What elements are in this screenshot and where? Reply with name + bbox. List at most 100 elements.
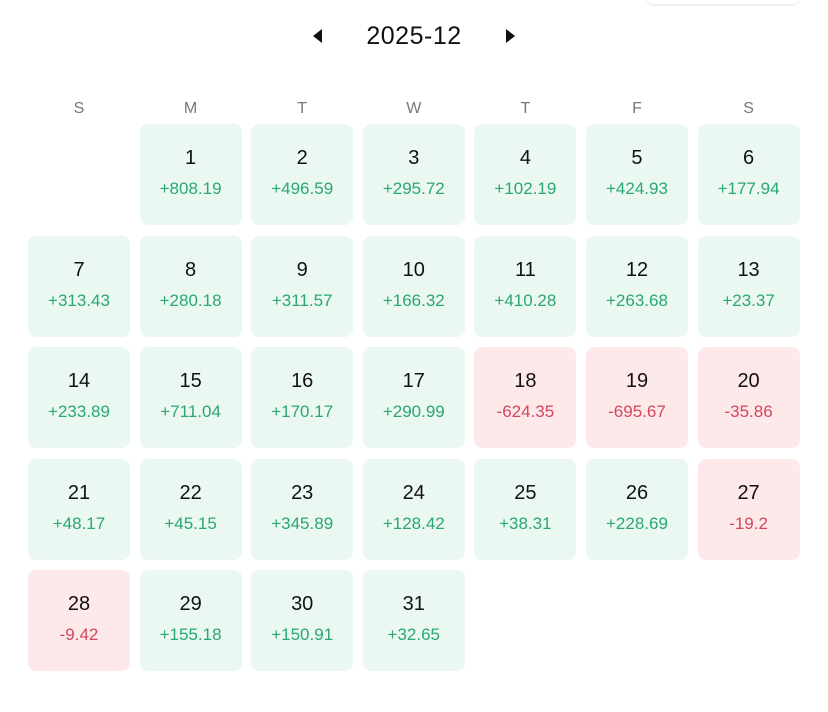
day-pnl-value: +313.43 (48, 290, 110, 310)
day-pnl-value: -624.35 (496, 402, 555, 422)
day-number: 23 (291, 481, 314, 504)
day-pnl-value: -695.67 (608, 402, 666, 422)
day-number: 21 (67, 481, 91, 504)
calendar-day-cell[interactable]: 16 +170.17 (251, 347, 354, 449)
weekday-label: W (406, 100, 422, 117)
day-number: 24 (402, 481, 425, 504)
day-number: 18 (514, 370, 537, 393)
calendar-day-cell[interactable]: 21 +48.17 (28, 458, 130, 560)
day-pnl-value: +290.99 (382, 402, 445, 422)
calendar-day-cell[interactable]: 2 +496.59 (251, 124, 354, 225)
calendar-day-cell[interactable]: 1 +808.19 (139, 124, 242, 225)
day-number: 10 (402, 258, 425, 281)
calendar-day-cell[interactable]: 3 +295.72 (362, 124, 465, 225)
month-navigation: 2025-12 (0, 18, 828, 54)
calendar-day-cell[interactable]: 29 +155.18 (139, 570, 242, 672)
day-pnl-value: -9.42 (59, 625, 99, 645)
day-number: 1 (185, 147, 197, 169)
day-pnl-value: +166.32 (382, 290, 445, 310)
weekday-label: S (743, 100, 754, 117)
calendar-day-cell[interactable]: 28 -9.42 (28, 570, 130, 672)
day-number: 7 (73, 258, 85, 281)
day-number: 13 (737, 258, 760, 281)
calendar-day-cell[interactable]: 24 +128.42 (362, 458, 465, 560)
day-number: 14 (67, 370, 91, 393)
day-pnl-value: -19.2 (729, 513, 768, 533)
calendar-day-cell[interactable]: 15 +711.04 (139, 347, 242, 449)
day-number: 28 (67, 593, 91, 616)
day-pnl-value: +345.89 (271, 513, 334, 533)
calendar-day-cell[interactable]: 22 +45.15 (139, 458, 242, 560)
day-number: 4 (519, 147, 531, 169)
calendar-day-cell[interactable]: 26 +228.69 (585, 458, 688, 560)
day-pnl-value: +155.18 (159, 625, 222, 645)
day-pnl-value: +280.18 (159, 290, 222, 310)
calendar-day-cell[interactable]: 10 +166.32 (362, 235, 465, 337)
day-number: 29 (179, 593, 202, 616)
day-number: 27 (737, 481, 760, 504)
calendar-day-cell[interactable]: 30 +150.91 (251, 570, 354, 672)
weekday-header-row: S M T W T F S (28, 98, 800, 120)
calendar-day-cell[interactable]: 7 +313.43 (28, 235, 130, 337)
calendar-day-cell[interactable]: 18 -624.35 (474, 347, 577, 449)
day-number: 15 (179, 370, 202, 393)
calendar-day-cell[interactable]: 19 -695.67 (585, 347, 688, 449)
calendar-day-cell[interactable]: 4 +102.19 (474, 124, 577, 225)
weekday-label: T (297, 100, 308, 117)
top-toolbar-edge (648, 0, 798, 4)
day-pnl-value: +23.37 (722, 290, 775, 310)
day-pnl-value: +102.19 (494, 179, 557, 198)
calendar-empty-cell (28, 124, 130, 225)
day-pnl-value: +177.94 (717, 179, 780, 198)
day-pnl-value: -35.86 (724, 402, 773, 422)
weekday-label: M (183, 100, 198, 117)
day-number: 5 (631, 147, 643, 169)
calendar-day-cell[interactable]: 25 +38.31 (474, 458, 577, 560)
day-pnl-value: +233.89 (48, 402, 110, 422)
day-number: 17 (402, 370, 425, 393)
day-pnl-value: +496.59 (271, 179, 334, 198)
day-pnl-value: +410.28 (494, 290, 557, 310)
calendar-day-cell[interactable]: 17 +290.99 (362, 347, 465, 449)
day-number: 31 (402, 593, 425, 616)
day-pnl-value: +711.04 (160, 402, 221, 422)
calendar-day-cell[interactable]: 8 +280.18 (139, 235, 242, 337)
day-pnl-value: +38.31 (499, 513, 552, 533)
triangle-left-icon (312, 29, 322, 43)
prev-month-button[interactable] (300, 19, 334, 53)
day-number: 8 (185, 258, 197, 281)
day-pnl-value: +32.65 (387, 625, 441, 645)
calendar-day-cell[interactable]: 11 +410.28 (474, 235, 577, 337)
day-number: 16 (291, 370, 314, 393)
calendar-day-cell[interactable]: 31 +32.65 (362, 570, 465, 672)
weekday-label: S (73, 100, 85, 117)
weekday-label: T (520, 100, 531, 117)
calendar-day-cell[interactable]: 6 +177.94 (697, 124, 800, 225)
day-pnl-value: +170.17 (271, 402, 334, 422)
day-pnl-value: +311.57 (271, 290, 333, 310)
day-number: 6 (743, 147, 755, 169)
next-month-button[interactable] (494, 19, 528, 53)
calendar-day-cell[interactable]: 13 +23.37 (697, 235, 800, 337)
day-number: 11 (514, 258, 536, 281)
day-pnl-value: +808.19 (159, 179, 222, 198)
day-pnl-value: +295.72 (382, 179, 445, 198)
calendar-day-cell[interactable]: 23 +345.89 (251, 458, 354, 560)
day-number: 20 (737, 370, 760, 393)
calendar-day-cell[interactable]: 14 +233.89 (28, 347, 130, 449)
day-number: 3 (408, 147, 420, 169)
calendar-day-cell[interactable]: 20 -35.86 (697, 347, 800, 449)
calendar-day-cell[interactable]: 12 +263.68 (585, 235, 688, 337)
day-number: 19 (625, 370, 649, 393)
day-pnl-value: +228.69 (606, 513, 668, 533)
day-number: 30 (291, 593, 314, 616)
day-number: 25 (514, 481, 537, 504)
day-pnl-value: +424.93 (606, 179, 668, 198)
calendar-day-cell[interactable]: 5 +424.93 (585, 124, 688, 225)
day-number: 2 (296, 147, 308, 169)
day-pnl-value: +128.42 (382, 513, 445, 533)
calendar-day-cell[interactable]: 9 +311.57 (251, 235, 354, 337)
calendar-day-cell[interactable]: 27 -19.2 (697, 458, 800, 560)
day-number: 26 (625, 481, 649, 504)
day-pnl-value: +263.68 (606, 290, 668, 310)
